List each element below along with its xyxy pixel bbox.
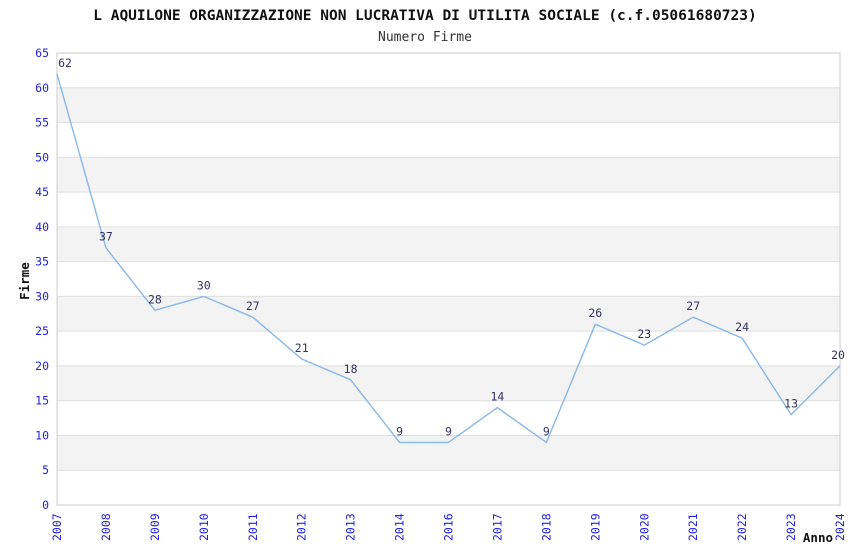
y-tick-label: 0 [42,498,49,512]
point-label: 24 [735,320,749,334]
point-label: 23 [637,327,651,341]
series-polyline [56,73,841,444]
point-label: 14 [490,390,504,404]
band-row [57,365,840,401]
point-label: 13 [784,397,798,411]
y-tick-label: 40 [35,220,49,234]
y-tick-label: 10 [35,429,49,443]
y-tick-label: 20 [35,359,49,373]
y-tick-label: 5 [42,463,49,477]
x-tick-label: 2011 [246,513,260,541]
x-tick-label: 2012 [295,513,309,541]
point-labels: 62 37 28 30 27 21 18 9 9 14 9 26 23 27 24 13 20 [58,56,845,438]
point-label: 9 [445,424,452,438]
x-tick-label: 2007 [50,513,64,541]
plot-border [56,52,841,506]
x-axis-title: Anno [803,530,833,545]
y-tick-label: 65 [35,46,49,60]
point-label: 37 [99,230,113,244]
x-tick-label: 2017 [490,513,504,541]
x-tick-label: 2022 [735,513,749,541]
point-label: 9 [396,424,403,438]
point-label: 30 [197,278,211,292]
y-tick-label: 35 [35,255,49,269]
chart-title: L AQUILONE ORGANIZZAZIONE NON LUCRATIVA … [93,8,756,24]
point-label: 20 [831,348,845,362]
y-tick-label: 55 [35,116,49,130]
band-rows [57,87,840,471]
y-axis-title: Firme [17,262,32,300]
x-tick-label: 2019 [588,513,602,541]
point-label: 9 [543,424,550,438]
x-tick-label: 2010 [197,513,211,541]
point-label: 27 [686,299,700,313]
series-line [56,73,841,444]
point-label: 26 [588,306,602,320]
point-label: 62 [58,56,72,70]
y-tick-label: 15 [35,394,49,408]
y-tick-label: 45 [35,185,49,199]
point-label: 18 [344,362,358,376]
x-tick-label: 2016 [442,513,456,541]
band-row [57,87,840,123]
band-row [57,296,840,332]
y-tick-label: 60 [35,81,49,95]
x-tick-label: 2008 [99,513,113,541]
x-tick-label: 2020 [637,513,651,541]
y-tick-label: 50 [35,150,49,164]
y-tick-label: 30 [35,289,49,303]
chart-subtitle: Numero Firme [378,30,472,45]
x-tick-label: 2014 [393,513,407,541]
x-tick-label: 2018 [539,513,553,541]
point-label: 27 [246,299,260,313]
x-tick-labels: 2007 2008 2009 2010 2011 2012 2013 2014 2016 2017… [50,513,847,541]
x-tick-label: 2009 [148,513,162,541]
grid-lines [57,87,840,471]
point-label: 21 [295,341,309,355]
plot-border-rect [56,52,841,506]
band-row [57,435,840,471]
x-tick-label: 2023 [784,513,798,541]
x-tick-label: 2013 [344,513,358,541]
band-row [57,157,840,193]
x-tick-label: 2021 [686,513,700,541]
x-tick-label: 2024 [833,513,847,541]
y-tick-label: 25 [35,324,49,338]
y-tick-labels: 0 5 10 15 20 25 30 35 40 45 50 55 60 65 [35,46,49,512]
point-label: 28 [148,292,162,306]
band-row [57,226,840,262]
